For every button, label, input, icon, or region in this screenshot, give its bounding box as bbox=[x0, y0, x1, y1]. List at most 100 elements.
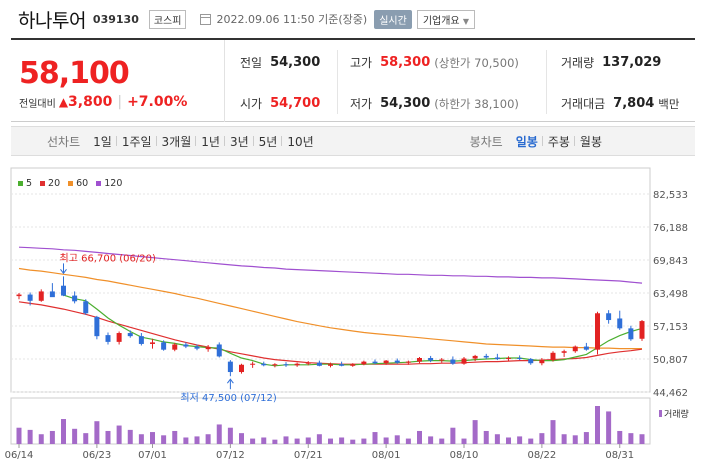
candle-body bbox=[272, 364, 278, 366]
amount-row: 거래대금 7,804 백만 bbox=[561, 95, 679, 112]
candle-body bbox=[350, 364, 356, 366]
tab-monthly[interactable]: 월봉 bbox=[573, 133, 607, 150]
candle-body bbox=[194, 346, 200, 349]
candle-body bbox=[639, 321, 645, 339]
volume-bar bbox=[506, 437, 511, 444]
stock-code: 039130 bbox=[92, 12, 139, 26]
tab-1week[interactable]: 1주일 bbox=[115, 133, 157, 150]
volume-bar bbox=[150, 432, 155, 444]
realtime-button[interactable]: 실시간 bbox=[374, 9, 412, 29]
volume-bar bbox=[216, 424, 222, 444]
legend-label: 20 bbox=[48, 178, 61, 189]
x-tick-label: 08/01 bbox=[372, 450, 401, 461]
open-label: 시가 bbox=[240, 97, 263, 111]
candle-body bbox=[572, 346, 578, 352]
ma120-line bbox=[18, 246, 643, 284]
candle-body bbox=[49, 291, 55, 298]
volume-bar bbox=[572, 435, 578, 444]
candle-body bbox=[16, 294, 22, 297]
candle-body bbox=[472, 355, 478, 359]
volume-bar bbox=[372, 432, 378, 444]
candle-body bbox=[283, 364, 289, 366]
candle-body bbox=[116, 333, 122, 342]
candle-body bbox=[339, 364, 345, 366]
volume-bar bbox=[227, 427, 233, 444]
candle-body bbox=[138, 336, 144, 344]
x-tick-label: 07/21 bbox=[294, 450, 323, 461]
divider bbox=[546, 50, 547, 114]
volume-value: 137,029 bbox=[602, 55, 662, 70]
volume-bar bbox=[116, 425, 122, 444]
candle-body bbox=[239, 364, 244, 373]
tab-1day[interactable]: 1일 bbox=[93, 134, 112, 149]
candle-body bbox=[494, 357, 500, 360]
volume-bar bbox=[461, 438, 467, 444]
volume-bar bbox=[105, 430, 111, 444]
candle-body bbox=[372, 361, 378, 364]
volume-bar bbox=[439, 438, 445, 444]
volume-bar bbox=[72, 428, 78, 444]
volume-bar bbox=[61, 419, 66, 444]
tab-5year[interactable]: 5년 bbox=[252, 133, 283, 150]
price-change: 전일대비 ▲ 3,800 | +7.00% bbox=[19, 94, 187, 110]
volume-bar bbox=[383, 437, 389, 444]
prev-close-label: 전일 bbox=[240, 56, 263, 70]
high-annotation: 최고 66,700 (06/20) bbox=[60, 252, 156, 264]
volume-bar bbox=[628, 433, 634, 444]
volume-bar bbox=[350, 439, 356, 444]
volume-bar bbox=[428, 436, 434, 444]
candle-body bbox=[439, 359, 445, 361]
candle-body bbox=[161, 342, 167, 350]
tab-3month[interactable]: 3개월 bbox=[155, 133, 197, 150]
high-label: 고가 bbox=[350, 56, 373, 70]
low-annotation: 최저 47,500 (07/12) bbox=[180, 392, 276, 404]
volume-bar bbox=[528, 438, 534, 444]
candle-body bbox=[595, 313, 600, 350]
low-value: 54,300 bbox=[380, 96, 431, 111]
up-triangle-icon: ▲ bbox=[58, 95, 69, 109]
tab-3year[interactable]: 3년 bbox=[223, 133, 254, 150]
candle-body bbox=[394, 360, 400, 363]
candle-body bbox=[428, 357, 434, 361]
legend-ma20: 20 bbox=[40, 178, 60, 189]
x-tick-label: 08/22 bbox=[527, 450, 556, 461]
volume-bar bbox=[194, 436, 200, 444]
candle-body bbox=[261, 363, 267, 366]
candle-body bbox=[550, 352, 556, 361]
candle-body bbox=[316, 362, 322, 366]
legend-label: 120 bbox=[104, 178, 123, 189]
y-tick-label: 50,807 bbox=[653, 355, 688, 366]
quote-datetime: 2022.09.06 11:50 기준(장중) bbox=[216, 13, 368, 26]
volume-bar bbox=[261, 437, 267, 444]
candle-body bbox=[61, 285, 66, 296]
volume-bar bbox=[272, 439, 278, 444]
volume-bar bbox=[250, 438, 256, 444]
volume-label: 거래량 bbox=[561, 56, 595, 70]
divider bbox=[337, 50, 338, 114]
high-value: 58,300 bbox=[380, 55, 431, 70]
legend-swatch bbox=[40, 181, 46, 186]
low-row: 저가 54,300 (하한가 38,100) bbox=[350, 95, 519, 112]
candle-body bbox=[583, 346, 589, 350]
candle-body bbox=[528, 359, 534, 364]
volume-bar bbox=[394, 435, 400, 444]
volume-bar bbox=[550, 420, 556, 444]
volume-bar bbox=[161, 435, 167, 444]
volume-bar bbox=[405, 438, 411, 444]
line-chart-label: 선차트 bbox=[47, 134, 81, 149]
candle-body bbox=[172, 344, 178, 350]
x-tick-label: 08/10 bbox=[450, 450, 479, 461]
x-tick-label: 07/12 bbox=[216, 450, 245, 461]
volume-bar bbox=[606, 411, 612, 444]
candle-body bbox=[506, 357, 511, 360]
company-info-dropdown[interactable]: 기업개요 ▼ bbox=[416, 9, 475, 29]
current-price-panel: 58,100 전일대비 ▲ 3,800 | +7.00% bbox=[11, 40, 225, 122]
candle-chart-label: 봉차트 bbox=[469, 134, 503, 149]
tab-weekly[interactable]: 주봉 bbox=[541, 133, 575, 150]
tab-10year[interactable]: 10년 bbox=[281, 133, 318, 150]
y-tick-label: 44,462 bbox=[653, 388, 688, 399]
volume-bar bbox=[339, 437, 345, 444]
tab-1year[interactable]: 1년 bbox=[195, 133, 225, 150]
tab-daily[interactable]: 일봉 bbox=[515, 134, 538, 149]
